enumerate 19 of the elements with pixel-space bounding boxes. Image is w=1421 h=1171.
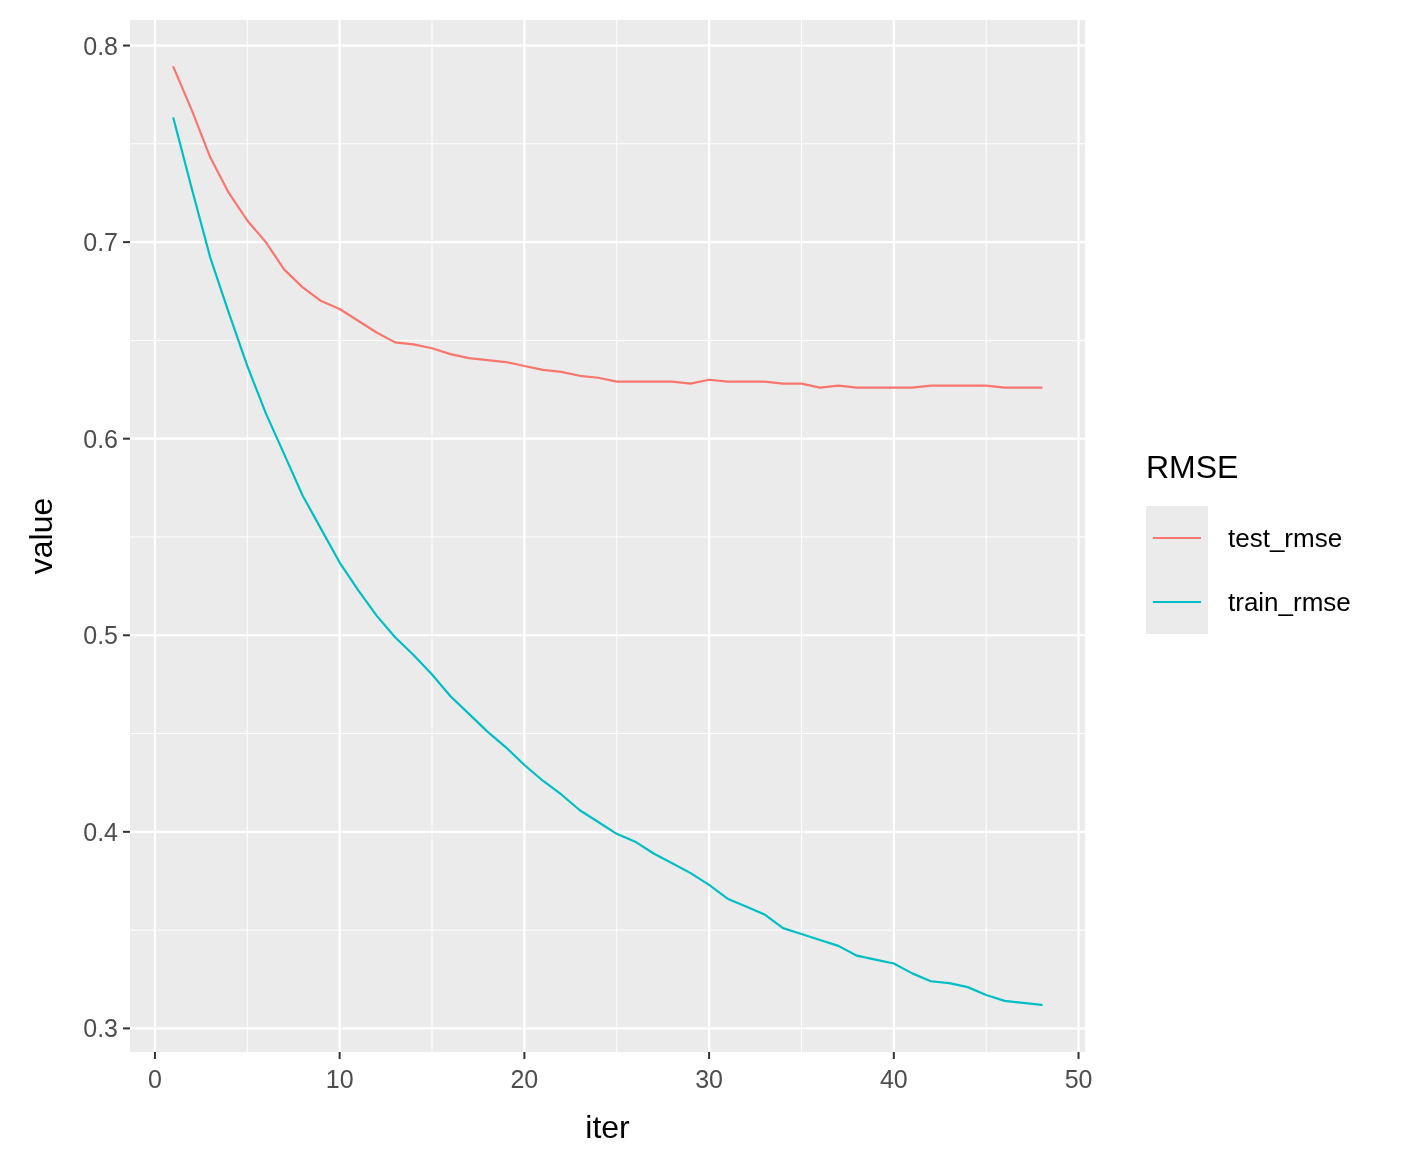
x-tick-label: 10 xyxy=(325,1065,354,1093)
legend-label: train_rmse xyxy=(1228,587,1351,617)
y-tick-label: 0.6 xyxy=(83,424,118,453)
y-tick-label: 0.3 xyxy=(83,1014,118,1043)
x-tick-label: 30 xyxy=(695,1065,723,1093)
x-axis-title: iter xyxy=(585,1109,631,1145)
x-tick-label: 20 xyxy=(510,1065,539,1093)
line-series xyxy=(172,66,1043,389)
y-tick-label: 0.8 xyxy=(83,31,118,60)
legend-label: test_rmse xyxy=(1228,523,1343,553)
y-axis-title: value xyxy=(23,497,59,575)
x-tick-label: 0 xyxy=(147,1065,162,1093)
line-series xyxy=(172,117,1043,1006)
y-tick-label: 0.4 xyxy=(83,817,119,846)
legend-title: RMSE xyxy=(1146,449,1239,485)
x-tick-label: 40 xyxy=(879,1065,908,1093)
y-tick-label: 0.7 xyxy=(83,228,118,257)
x-tick-label: 50 xyxy=(1064,1065,1093,1093)
y-tick-label: 0.5 xyxy=(83,621,118,650)
